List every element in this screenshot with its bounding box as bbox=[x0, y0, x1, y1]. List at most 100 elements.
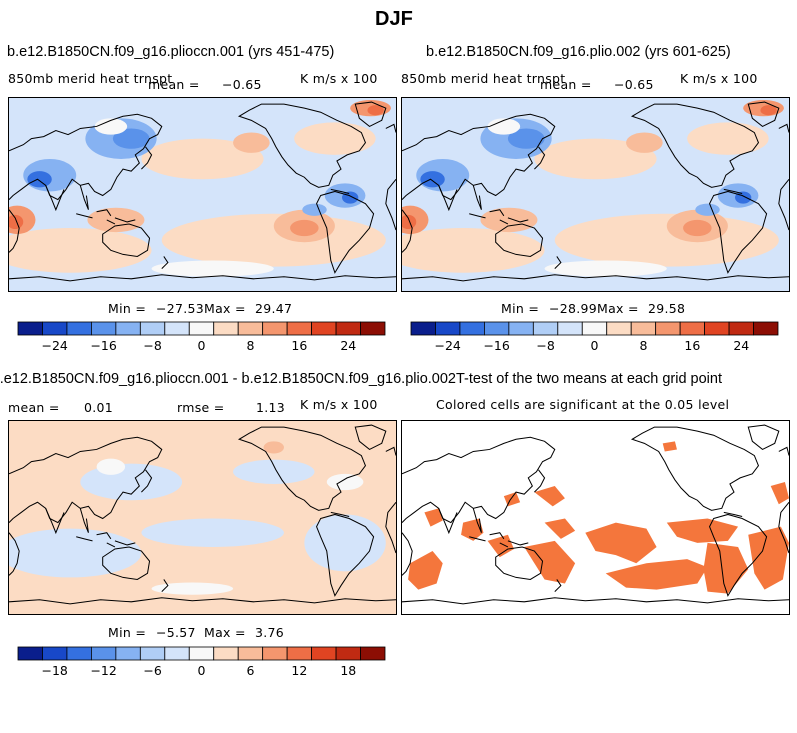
colorbar-swatch bbox=[410, 321, 436, 336]
colorbar-swatch bbox=[335, 646, 361, 661]
panel3-rmse-label: rmse = bbox=[177, 400, 225, 415]
colorbar-swatch bbox=[66, 646, 92, 661]
colorbar-swatch bbox=[753, 321, 779, 336]
panel2-mean-value: −0.65 bbox=[614, 77, 654, 92]
page-title: DJF bbox=[375, 8, 413, 30]
panel1-mean-value: −0.65 bbox=[222, 77, 262, 92]
colorbar-swatch bbox=[213, 321, 239, 336]
colorbar-swatch bbox=[213, 646, 239, 661]
colorbar-swatch bbox=[679, 321, 705, 336]
colorbar-tick-label: 12 bbox=[291, 663, 307, 678]
colorbar-tick-label: −16 bbox=[90, 338, 116, 353]
panel1-units: K m/s x 100 bbox=[300, 71, 378, 86]
colorbar-tick-label: 6 bbox=[246, 663, 254, 678]
colorbar-swatch bbox=[335, 321, 361, 336]
colorbar-swatch bbox=[164, 321, 190, 336]
panel1-min-label: Min = bbox=[108, 301, 147, 316]
colorbar-swatch bbox=[286, 321, 312, 336]
colorbar-svg: −18 −12 −6 0 6 12 18 bbox=[17, 646, 386, 678]
colorbar-swatch bbox=[728, 321, 754, 336]
panel3-mean-label: mean = bbox=[8, 400, 60, 415]
panel1-colorbar: −24 −16 −8 0 8 16 24 bbox=[17, 321, 386, 354]
panel2-max-value: 29.58 bbox=[648, 301, 686, 316]
panel1-case-title: b.e12.B1850CN.f09_g16.plioccn.001 (yrs 4… bbox=[7, 44, 335, 60]
colorbar-swatch bbox=[360, 646, 386, 661]
colorbar-tick-label: 8 bbox=[639, 338, 647, 353]
colorbar-swatch bbox=[655, 321, 681, 336]
colorbar-swatch bbox=[17, 321, 43, 336]
colorbar-swatch bbox=[139, 646, 166, 661]
panel1-min-value: −27.53 bbox=[156, 301, 205, 316]
panel4-title: T-test of the two means at each grid poi… bbox=[456, 371, 722, 387]
colorbar-swatch bbox=[164, 646, 190, 661]
panel2-mean-label: mean = bbox=[540, 77, 592, 92]
colorbar-swatch bbox=[237, 646, 264, 661]
colorbar-swatch bbox=[188, 321, 215, 336]
colorbar-swatch bbox=[484, 321, 510, 336]
colorbar-tick-label: 18 bbox=[340, 663, 356, 678]
colorbar-tick-label: 16 bbox=[684, 338, 700, 353]
panel3-mean-value: 0.01 bbox=[84, 400, 114, 415]
colorbar-swatch bbox=[66, 321, 92, 336]
colorbar-swatch bbox=[532, 321, 559, 336]
panel3-units: K m/s x 100 bbox=[300, 397, 378, 412]
colorbar-swatch bbox=[286, 646, 312, 661]
panel2-case-title: b.e12.B1850CN.f09_g16.plio.002 (yrs 601-… bbox=[426, 44, 731, 60]
colorbar-swatch bbox=[115, 321, 141, 336]
panel4-note: Colored cells are significant at the 0.0… bbox=[436, 397, 730, 412]
colorbar-swatch bbox=[311, 321, 337, 336]
colorbar-tick-label: 24 bbox=[340, 338, 356, 353]
colorbar-swatch bbox=[188, 646, 215, 661]
colorbar-swatch bbox=[435, 321, 461, 336]
colorbar-tick-label: 24 bbox=[733, 338, 749, 353]
colorbar-swatch bbox=[237, 321, 264, 336]
colorbar-swatch bbox=[139, 321, 166, 336]
colorbar-tick-label: −16 bbox=[483, 338, 509, 353]
panel3-case-title: b.e12.B1850CN.f09_g16.plioccn.001 - b.e1… bbox=[0, 371, 456, 387]
colorbar-swatch bbox=[91, 646, 117, 661]
colorbar-tick-label: 16 bbox=[291, 338, 307, 353]
colorbar-tick-label: −12 bbox=[90, 663, 116, 678]
colorbar-svg: −24 −16 −8 0 8 16 24 bbox=[410, 321, 779, 353]
panel3-rmse-value: 1.13 bbox=[256, 400, 286, 415]
panel3-map bbox=[8, 420, 397, 615]
colorbar-tick-label: 0 bbox=[198, 663, 206, 678]
panel1-map bbox=[8, 97, 397, 292]
colorbar-swatch bbox=[311, 646, 337, 661]
colorbar-tick-label: 0 bbox=[591, 338, 599, 353]
colorbar-swatch bbox=[630, 321, 657, 336]
panel2-colorbar: −24 −16 −8 0 8 16 24 bbox=[410, 321, 779, 354]
panel3-min-value: −5.57 bbox=[156, 625, 196, 640]
panel2-map bbox=[401, 97, 790, 292]
panel3-colorbar: −18 −12 −6 0 6 12 18 bbox=[17, 646, 386, 679]
colorbar-tick-label: 0 bbox=[198, 338, 206, 353]
panel2-min-value: −28.99 bbox=[549, 301, 598, 316]
panel2-max-label: Max = bbox=[597, 301, 639, 316]
panel3-min-label: Min = bbox=[108, 625, 147, 640]
colorbar-tick-label: −8 bbox=[536, 338, 554, 353]
panel2-min-label: Min = bbox=[501, 301, 540, 316]
colorbar-svg: −24 −16 −8 0 8 16 24 bbox=[17, 321, 386, 353]
colorbar-swatch bbox=[91, 321, 117, 336]
panel4-significant-cells bbox=[408, 441, 789, 594]
colorbar-tick-label: −18 bbox=[42, 663, 68, 678]
colorbar-tick-label: −24 bbox=[435, 338, 461, 353]
panel2-variable-label: 850mb merid heat trnspt bbox=[401, 71, 566, 86]
colorbar-tick-label: 8 bbox=[246, 338, 254, 353]
panel4-map bbox=[401, 420, 790, 615]
colorbar-swatch bbox=[360, 321, 386, 336]
colorbar-tick-label: −8 bbox=[143, 338, 161, 353]
colorbar-swatch bbox=[581, 321, 608, 336]
colorbar-swatch bbox=[115, 646, 141, 661]
colorbar-swatch bbox=[17, 646, 43, 661]
panel1-max-label: Max = bbox=[204, 301, 246, 316]
colorbar-swatch bbox=[557, 321, 583, 336]
colorbar-swatch bbox=[42, 646, 68, 661]
colorbar-swatch bbox=[459, 321, 485, 336]
colorbar-swatch bbox=[262, 321, 288, 336]
panel1-variable-label: 850mb merid heat trnspt bbox=[8, 71, 173, 86]
colorbar-tick-label: −24 bbox=[42, 338, 68, 353]
colorbar-swatch bbox=[42, 321, 68, 336]
colorbar-swatch bbox=[606, 321, 632, 336]
panel1-mean-label: mean = bbox=[148, 77, 200, 92]
